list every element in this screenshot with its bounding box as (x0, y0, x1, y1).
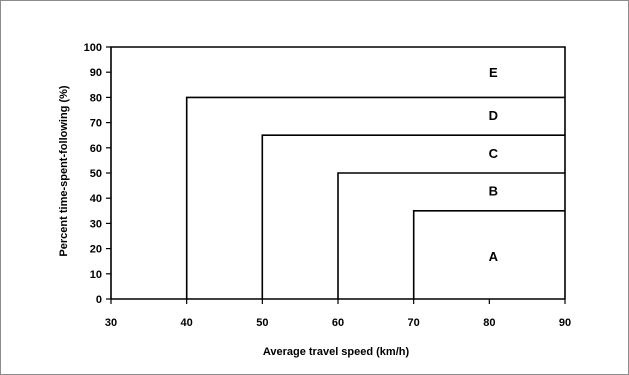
x-tick-label: 90 (559, 317, 571, 329)
x-axis-title: Average travel speed (km/h) (263, 346, 410, 358)
y-tick-label: 40 (90, 193, 102, 205)
y-tick-label: 60 (90, 143, 102, 155)
region-label-a: A (489, 249, 499, 264)
y-tick-label: 50 (90, 168, 102, 180)
boundary-a (412, 210, 565, 299)
region-label-c: C (489, 146, 499, 161)
x-tick-label: 80 (483, 317, 495, 329)
region-label-b: B (489, 184, 498, 199)
y-tick-label: 70 (90, 118, 102, 130)
x-tick-label: 50 (256, 317, 268, 329)
boundary-c (261, 134, 565, 299)
x-tick-label: 60 (332, 317, 344, 329)
y-tick-label: 80 (90, 92, 102, 104)
region-label-e: E (489, 65, 498, 80)
boundary-b (337, 172, 565, 299)
axis-ticks (106, 46, 566, 304)
y-tick-label: 100 (84, 42, 102, 54)
x-tick-label: 70 (408, 317, 420, 329)
labels: 0 10 20 30 40 50 60 70 80 90 100 30 40 50 60 70 80 90 A B C D… (84, 42, 571, 329)
y-tick-label: 20 (90, 244, 102, 256)
x-tick-label: 40 (181, 317, 193, 329)
x-tick-label: 30 (105, 317, 117, 329)
y-axis-title: Percent time-spent-following (%) (58, 85, 70, 256)
region-label-d: D (489, 108, 498, 123)
y-tick-label: 90 (90, 67, 102, 79)
y-tick-label: 30 (90, 218, 102, 230)
y-tick-label: 10 (90, 269, 102, 281)
y-tick-label: 0 (96, 294, 102, 306)
boundary-d (185, 96, 565, 299)
